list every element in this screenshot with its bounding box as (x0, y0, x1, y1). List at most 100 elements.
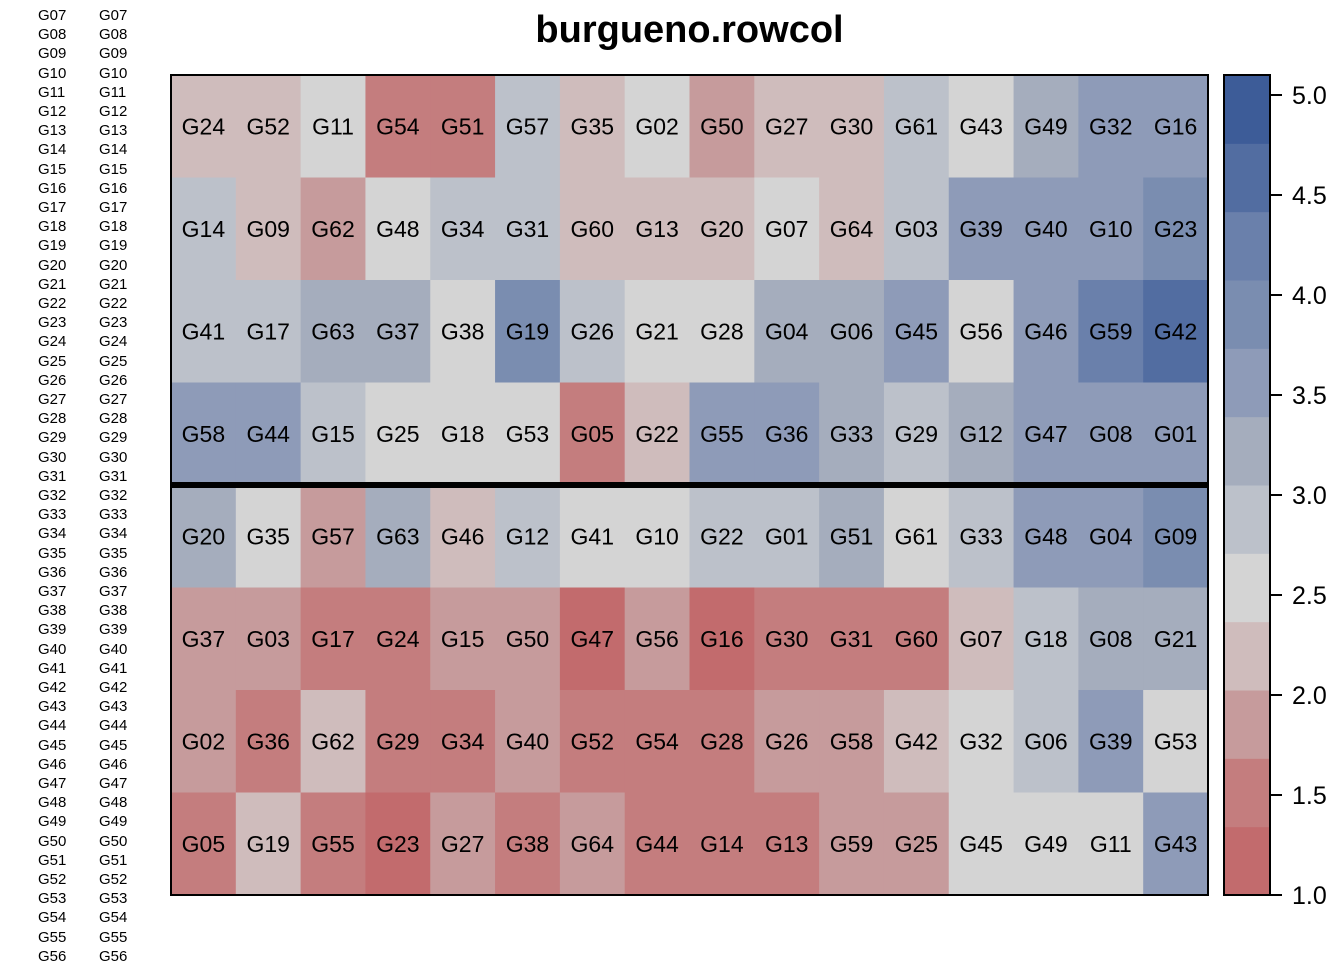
side-genotype-label: G31 (38, 467, 67, 485)
heatmap-cell-fill (883, 382, 950, 486)
heatmap-cell-fill (624, 792, 690, 896)
heatmap-cell-fill (624, 177, 690, 281)
heatmap-cell-label: G30 (765, 626, 808, 652)
side-genotype-label: G27 (99, 391, 128, 408)
side-genotype-label: G31 (99, 467, 128, 485)
heatmap-cell: G20 (171, 485, 237, 588)
side-genotype-label: G34 (38, 525, 67, 543)
heatmap-cell: G64 (559, 792, 626, 896)
heatmap-cell-fill (300, 280, 366, 383)
side-genotype-list: G07 G07 G08 G08 G09 G09 G10 G10 G11 G11 G12 G12 G13 G… (0, 0, 160, 965)
heatmap-cell-label: G41 (571, 523, 614, 549)
heatmap-cell-label: G20 (700, 216, 743, 242)
side-genotype-label: G10 (99, 64, 128, 82)
side-genotype-label: G10 (38, 64, 67, 82)
heatmap-cell-label: G58 (182, 421, 225, 447)
heatmap-cell-label: G57 (311, 523, 354, 549)
heatmap-cell-label: G43 (1154, 831, 1197, 857)
heatmap-cell-label: G01 (765, 523, 808, 549)
heatmap-cell-label: G18 (441, 421, 484, 447)
heatmap-cell-fill (689, 792, 755, 896)
side-genotype-label: G26 (38, 371, 67, 389)
heatmap-cell-fill (883, 485, 950, 588)
heatmap-cell-label: G22 (635, 421, 678, 447)
heatmap-cell-fill (1078, 690, 1144, 793)
heatmap-cell: G19 (495, 280, 561, 383)
heatmap-cell: G44 (624, 792, 690, 896)
side-genotype-label: G08 (99, 26, 128, 44)
side-genotype-label: G16 (38, 179, 67, 197)
side-genotype-label: G12 (99, 103, 128, 120)
heatmap-cell-label: G17 (311, 626, 354, 652)
heatmap-cell-label: G31 (506, 216, 549, 242)
heatmap-cell: G30 (819, 75, 885, 178)
heatmap-cell-fill (430, 280, 496, 383)
side-genotype-label: G14 (99, 141, 128, 159)
heatmap-cell-fill (300, 485, 366, 588)
heatmap-cell-fill (559, 177, 626, 281)
heatmap-cell-fill (235, 690, 302, 793)
heatmap-cell-fill (171, 690, 237, 793)
heatmap-cell: G43 (1143, 792, 1209, 896)
heatmap-cell-fill (300, 690, 366, 793)
side-genotype-label: G23 (99, 314, 128, 332)
heatmap-cell-fill (754, 485, 820, 588)
heatmap-cell-fill (689, 485, 755, 588)
heatmap-cell-fill (300, 792, 366, 896)
heatmap-cell: G09 (1143, 485, 1209, 588)
heatmap-cell-fill (235, 177, 302, 281)
heatmap-cell-fill (624, 485, 690, 588)
heatmap-cell: G10 (624, 485, 690, 588)
heatmap-cell: G13 (754, 792, 820, 896)
heatmap-cell: G12 (495, 485, 561, 588)
heatmap-cell-fill (365, 587, 431, 691)
heatmap-cell-label: G01 (1154, 421, 1197, 447)
heatmap-cell: G04 (754, 280, 820, 383)
heatmap-cell-label: G39 (959, 216, 1002, 242)
legend-tick-label: 1.0 (1292, 882, 1327, 910)
heatmap-cell-label: G24 (376, 626, 420, 652)
heatmap-cell-fill (171, 485, 237, 588)
side-genotype-label: G19 (38, 237, 67, 255)
heatmap-cell-label: G44 (246, 421, 290, 447)
side-genotype-label: G07 (99, 7, 128, 24)
heatmap-cell-fill (1078, 382, 1144, 486)
heatmap-cell-label: G21 (1154, 626, 1197, 652)
legend-tick-label: 2.0 (1292, 682, 1327, 710)
heatmap-cell-label: G41 (182, 318, 225, 344)
heatmap-cell: G13 (624, 177, 690, 281)
heatmap-cell-label: G07 (959, 626, 1002, 652)
heatmap-cell-label: G53 (1154, 728, 1197, 754)
heatmap-cell-label: G55 (311, 831, 354, 857)
heatmap-cell-label: G47 (1024, 421, 1067, 447)
heatmap-cell: G48 (1013, 485, 1079, 588)
heatmap-cell-fill (1143, 280, 1209, 383)
heatmap-cell-label: G59 (830, 831, 873, 857)
heatmap-cell-fill (495, 75, 561, 178)
heatmap-cell-fill (171, 587, 237, 691)
heatmap-cell-label: G40 (1024, 216, 1067, 242)
heatmap-cell: G45 (948, 792, 1015, 896)
heatmap-cell-fill (1143, 485, 1209, 588)
heatmap-cell: G42 (883, 690, 950, 793)
heatmap-cell-label: G02 (182, 728, 225, 754)
side-genotype-label: G48 (99, 794, 128, 812)
heatmap-cell: G22 (624, 382, 690, 486)
heatmap-cell: G01 (1143, 382, 1209, 486)
heatmap-cell-fill (495, 485, 561, 588)
side-genotype-label: G48 (38, 794, 67, 812)
heatmap-cell-fill (300, 177, 366, 281)
side-genotype-label: G27 (38, 391, 67, 408)
side-genotype-label: G16 (99, 179, 128, 197)
heatmap-cell-fill (171, 280, 237, 383)
heatmap-cell: G22 (689, 485, 755, 588)
heatmap-cell-label: G38 (506, 831, 549, 857)
heatmap-cell-fill (1078, 587, 1144, 691)
heatmap-cell: G55 (689, 382, 755, 486)
heatmap-cell-fill (235, 587, 302, 691)
heatmap-cell-label: G57 (506, 113, 549, 139)
heatmap-cell-label: G14 (182, 216, 226, 242)
heatmap-cell-label: G55 (700, 421, 743, 447)
heatmap-cell: G10 (1078, 177, 1144, 281)
heatmap-cell: G53 (495, 382, 561, 486)
